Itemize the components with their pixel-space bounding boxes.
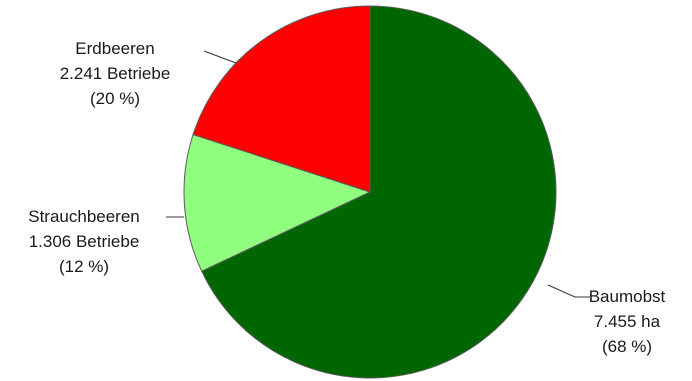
slice-label-baumobst-name: Baumobst	[589, 287, 666, 306]
pie-slice-strauchbeeren	[183, 133, 372, 272]
leader-line-baumobst	[547, 284, 590, 298]
slice-label-erdbeeren-name: Erdbeeren	[75, 39, 154, 58]
slice-label-erdbeeren-percent-text: (20 %)	[90, 89, 140, 108]
slice-label-baumobst-value-text: 7.455 ha	[594, 312, 661, 331]
slice-label-strauchbeeren-percent-text: (12 %)	[59, 257, 109, 276]
pie-slices	[183, 5, 557, 379]
pie-slice-erdbeeren	[192, 5, 371, 193]
slice-label-erdbeeren-value-text: 2.241 Betriebe	[60, 64, 171, 83]
pie-slice-baumobst	[201, 5, 557, 379]
slice-label-strauchbeeren-value-text: 1.306 Betriebe	[29, 232, 140, 251]
slice-labels: Baumobst 7.455 ha (68 %) Strauchbeeren 1.306…	[28, 39, 665, 356]
slice-label-strauchbeeren-name: Strauchbeeren	[28, 207, 140, 226]
slice-label-baumobst-percent-text: (68 %)	[602, 337, 652, 356]
leader-line-erdbeeren	[203, 50, 237, 64]
